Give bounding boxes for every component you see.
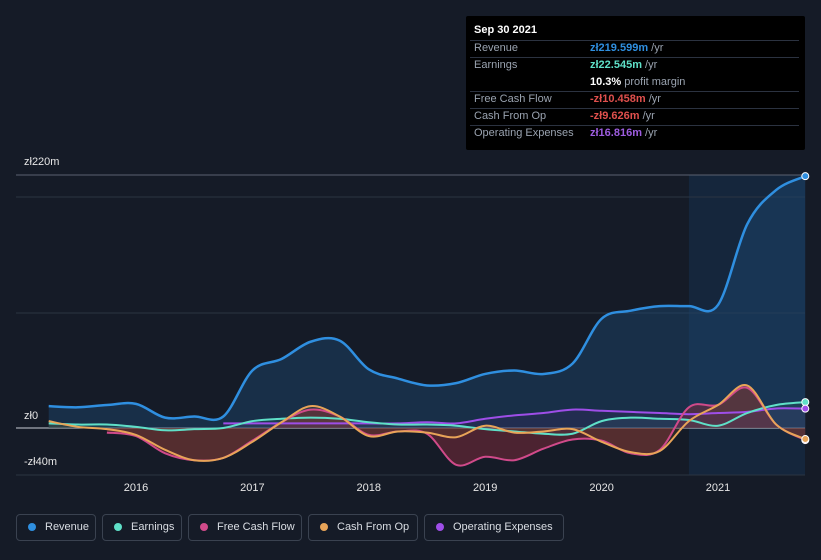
- legend-revenue[interactable]: Revenue: [16, 514, 96, 541]
- tooltip-date: Sep 30 2021: [474, 24, 537, 36]
- endpoint-cash-from-op: [801, 435, 810, 444]
- endpoint-earnings: [801, 398, 810, 407]
- endpoint-revenue: [801, 172, 810, 181]
- area-free-cash-flow: [106, 387, 806, 466]
- legend-dot-icon: [200, 523, 208, 531]
- line-cash-from-op: [48, 384, 806, 462]
- tooltip-row-cash-from-op: Cash From Op -zł9.626m /yr: [474, 110, 655, 122]
- tooltip-row-operating-expenses: Operating Expenses zł16.816m /yr: [474, 127, 658, 139]
- x-tick-label: 2021: [706, 482, 730, 494]
- series-lines: [48, 175, 806, 467]
- area-earnings: [48, 402, 806, 435]
- x-tick-label: 2019: [473, 482, 497, 494]
- tooltip-row-profit-margin: 10.3% profit margin: [590, 76, 686, 88]
- x-tick-label: 2020: [589, 482, 613, 494]
- legend-dot-icon: [320, 523, 328, 531]
- x-tick-label: 2018: [357, 482, 381, 494]
- legend-dot-icon: [28, 523, 36, 531]
- x-tick-label: 2017: [240, 482, 264, 494]
- legend-dot-icon: [436, 523, 444, 531]
- tooltip: Sep 30 2021 Revenue zł219.599m /yr Earni…: [466, 16, 805, 150]
- series-endpoints: [801, 172, 810, 445]
- legend-cash-from-op[interactable]: Cash From Op: [308, 514, 418, 541]
- legend-earnings[interactable]: Earnings: [102, 514, 182, 541]
- tooltip-row-revenue: Revenue zł219.599m /yr: [474, 42, 664, 54]
- line-revenue: [48, 175, 806, 422]
- tooltip-row-earnings: Earnings zł22.545m /yr: [474, 59, 658, 71]
- y-tick-label-zero: zł0: [24, 410, 39, 422]
- legend-dot-icon: [114, 523, 122, 531]
- legend-free-cash-flow[interactable]: Free Cash Flow: [188, 514, 302, 541]
- y-tick-label-top: zł220m: [24, 156, 60, 168]
- line-operating-expenses: [223, 407, 806, 425]
- y-tick-label-bottom: -zł40m: [24, 456, 58, 468]
- legend-operating-expenses[interactable]: Operating Expenses: [424, 514, 564, 541]
- x-axis: 2016 2017 2018 2019 2020 2021: [124, 482, 730, 494]
- area-revenue: [48, 176, 806, 428]
- tooltip-row-free-cash-flow: Free Cash Flow -zł10.458m /yr: [474, 93, 661, 105]
- area-cash-from-op: [48, 385, 806, 461]
- x-tick-label: 2016: [124, 482, 148, 494]
- endpoint-operating-expenses: [801, 404, 810, 413]
